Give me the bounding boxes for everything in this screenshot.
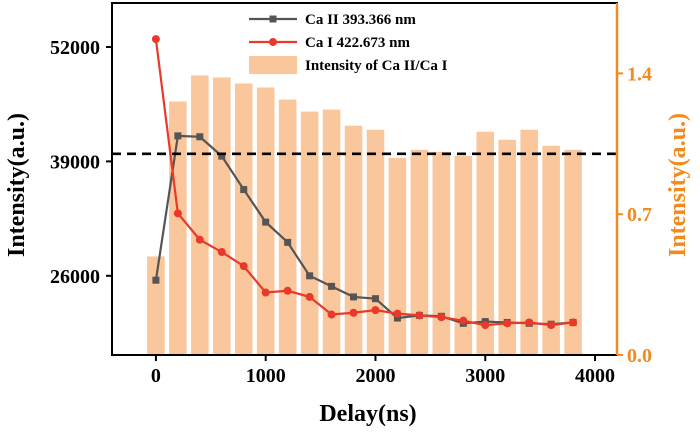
x-tick-label: 3000 bbox=[465, 365, 505, 387]
ratio-bar bbox=[476, 131, 495, 355]
data-point bbox=[174, 132, 182, 140]
data-point bbox=[195, 235, 204, 244]
left-y-tick-label: 52000 bbox=[50, 37, 100, 59]
data-point bbox=[240, 186, 248, 194]
ratio-bar bbox=[542, 145, 560, 355]
ratio-bar bbox=[454, 155, 473, 355]
data-point bbox=[525, 318, 534, 327]
left-y-axis-title: Intensity(a.u.) bbox=[4, 113, 30, 257]
data-point bbox=[481, 321, 490, 330]
data-point bbox=[239, 262, 248, 271]
ratio-bar bbox=[213, 77, 231, 356]
ratio-bar bbox=[410, 149, 429, 355]
legend-label: Intensity of Ca II/Ca I bbox=[305, 58, 448, 74]
ratio-bar bbox=[366, 129, 385, 355]
x-tick-label: 1000 bbox=[246, 365, 286, 387]
data-point bbox=[437, 313, 446, 322]
left-y-tick-label: 39000 bbox=[50, 151, 100, 173]
ratio-bar bbox=[520, 129, 538, 355]
data-point bbox=[503, 319, 512, 328]
ratio-bar bbox=[498, 139, 516, 355]
x-axis-title: Delay(ns) bbox=[319, 401, 416, 427]
right-y-tick-label: 0.0 bbox=[627, 345, 652, 367]
data-point bbox=[152, 276, 160, 284]
ratio-bar bbox=[322, 109, 341, 355]
axis-ticks: 0 1000 2000 3000 4000 26000 39000 52000 0.0 0.7 1.… bbox=[50, 37, 652, 387]
x-tick-label: 0 bbox=[151, 365, 161, 387]
data-point bbox=[371, 295, 379, 303]
data-point bbox=[459, 316, 468, 325]
legend-swatch bbox=[249, 56, 297, 74]
right-y-axis-title: Intensity(a.u.) bbox=[665, 113, 691, 257]
legend-label: Ca II 393.366 nm bbox=[305, 12, 416, 28]
data-point bbox=[547, 321, 556, 330]
ratio-bar bbox=[300, 111, 319, 355]
data-point bbox=[196, 133, 204, 141]
data-point bbox=[393, 314, 401, 322]
data-point bbox=[151, 35, 160, 44]
ratio-bar bbox=[191, 75, 209, 355]
data-point bbox=[305, 292, 314, 301]
plot-frame bbox=[111, 2, 618, 356]
data-point bbox=[393, 309, 402, 318]
data-point bbox=[262, 218, 270, 226]
ratio-bar bbox=[278, 99, 297, 355]
x-tick-label: 4000 bbox=[575, 365, 615, 387]
right-y-tick-label: 1.4 bbox=[627, 63, 652, 85]
ratio-bar bbox=[432, 151, 451, 355]
legend-label: Ca I 422.673 nm bbox=[305, 35, 411, 51]
right-y-tick-label: 0.7 bbox=[627, 204, 652, 226]
line-series bbox=[151, 35, 578, 330]
ratio-bar bbox=[147, 256, 165, 355]
data-point bbox=[283, 286, 292, 295]
data-point bbox=[569, 318, 578, 327]
left-y-tick-label: 26000 bbox=[50, 266, 100, 288]
data-point bbox=[173, 209, 182, 218]
x-tick-label: 2000 bbox=[355, 365, 395, 387]
data-point bbox=[306, 272, 314, 280]
ratio-bars bbox=[147, 75, 582, 356]
legend: Ca II 393.366 nm Ca I 422.673 nm Intensity… bbox=[249, 12, 448, 74]
ratio-bar bbox=[564, 149, 582, 355]
data-point bbox=[328, 282, 336, 290]
data-point bbox=[218, 152, 226, 160]
legend-marker bbox=[269, 15, 277, 23]
data-point bbox=[415, 311, 424, 320]
ratio-bar bbox=[234, 83, 253, 355]
legend-marker bbox=[269, 38, 277, 46]
ratio-bar bbox=[388, 157, 407, 355]
data-point bbox=[217, 248, 226, 257]
data-point bbox=[284, 238, 292, 246]
data-point bbox=[349, 308, 358, 317]
data-point bbox=[261, 288, 270, 297]
data-point bbox=[327, 310, 336, 319]
ratio-bar bbox=[344, 125, 363, 355]
data-point bbox=[371, 306, 380, 315]
data-point bbox=[350, 293, 358, 301]
